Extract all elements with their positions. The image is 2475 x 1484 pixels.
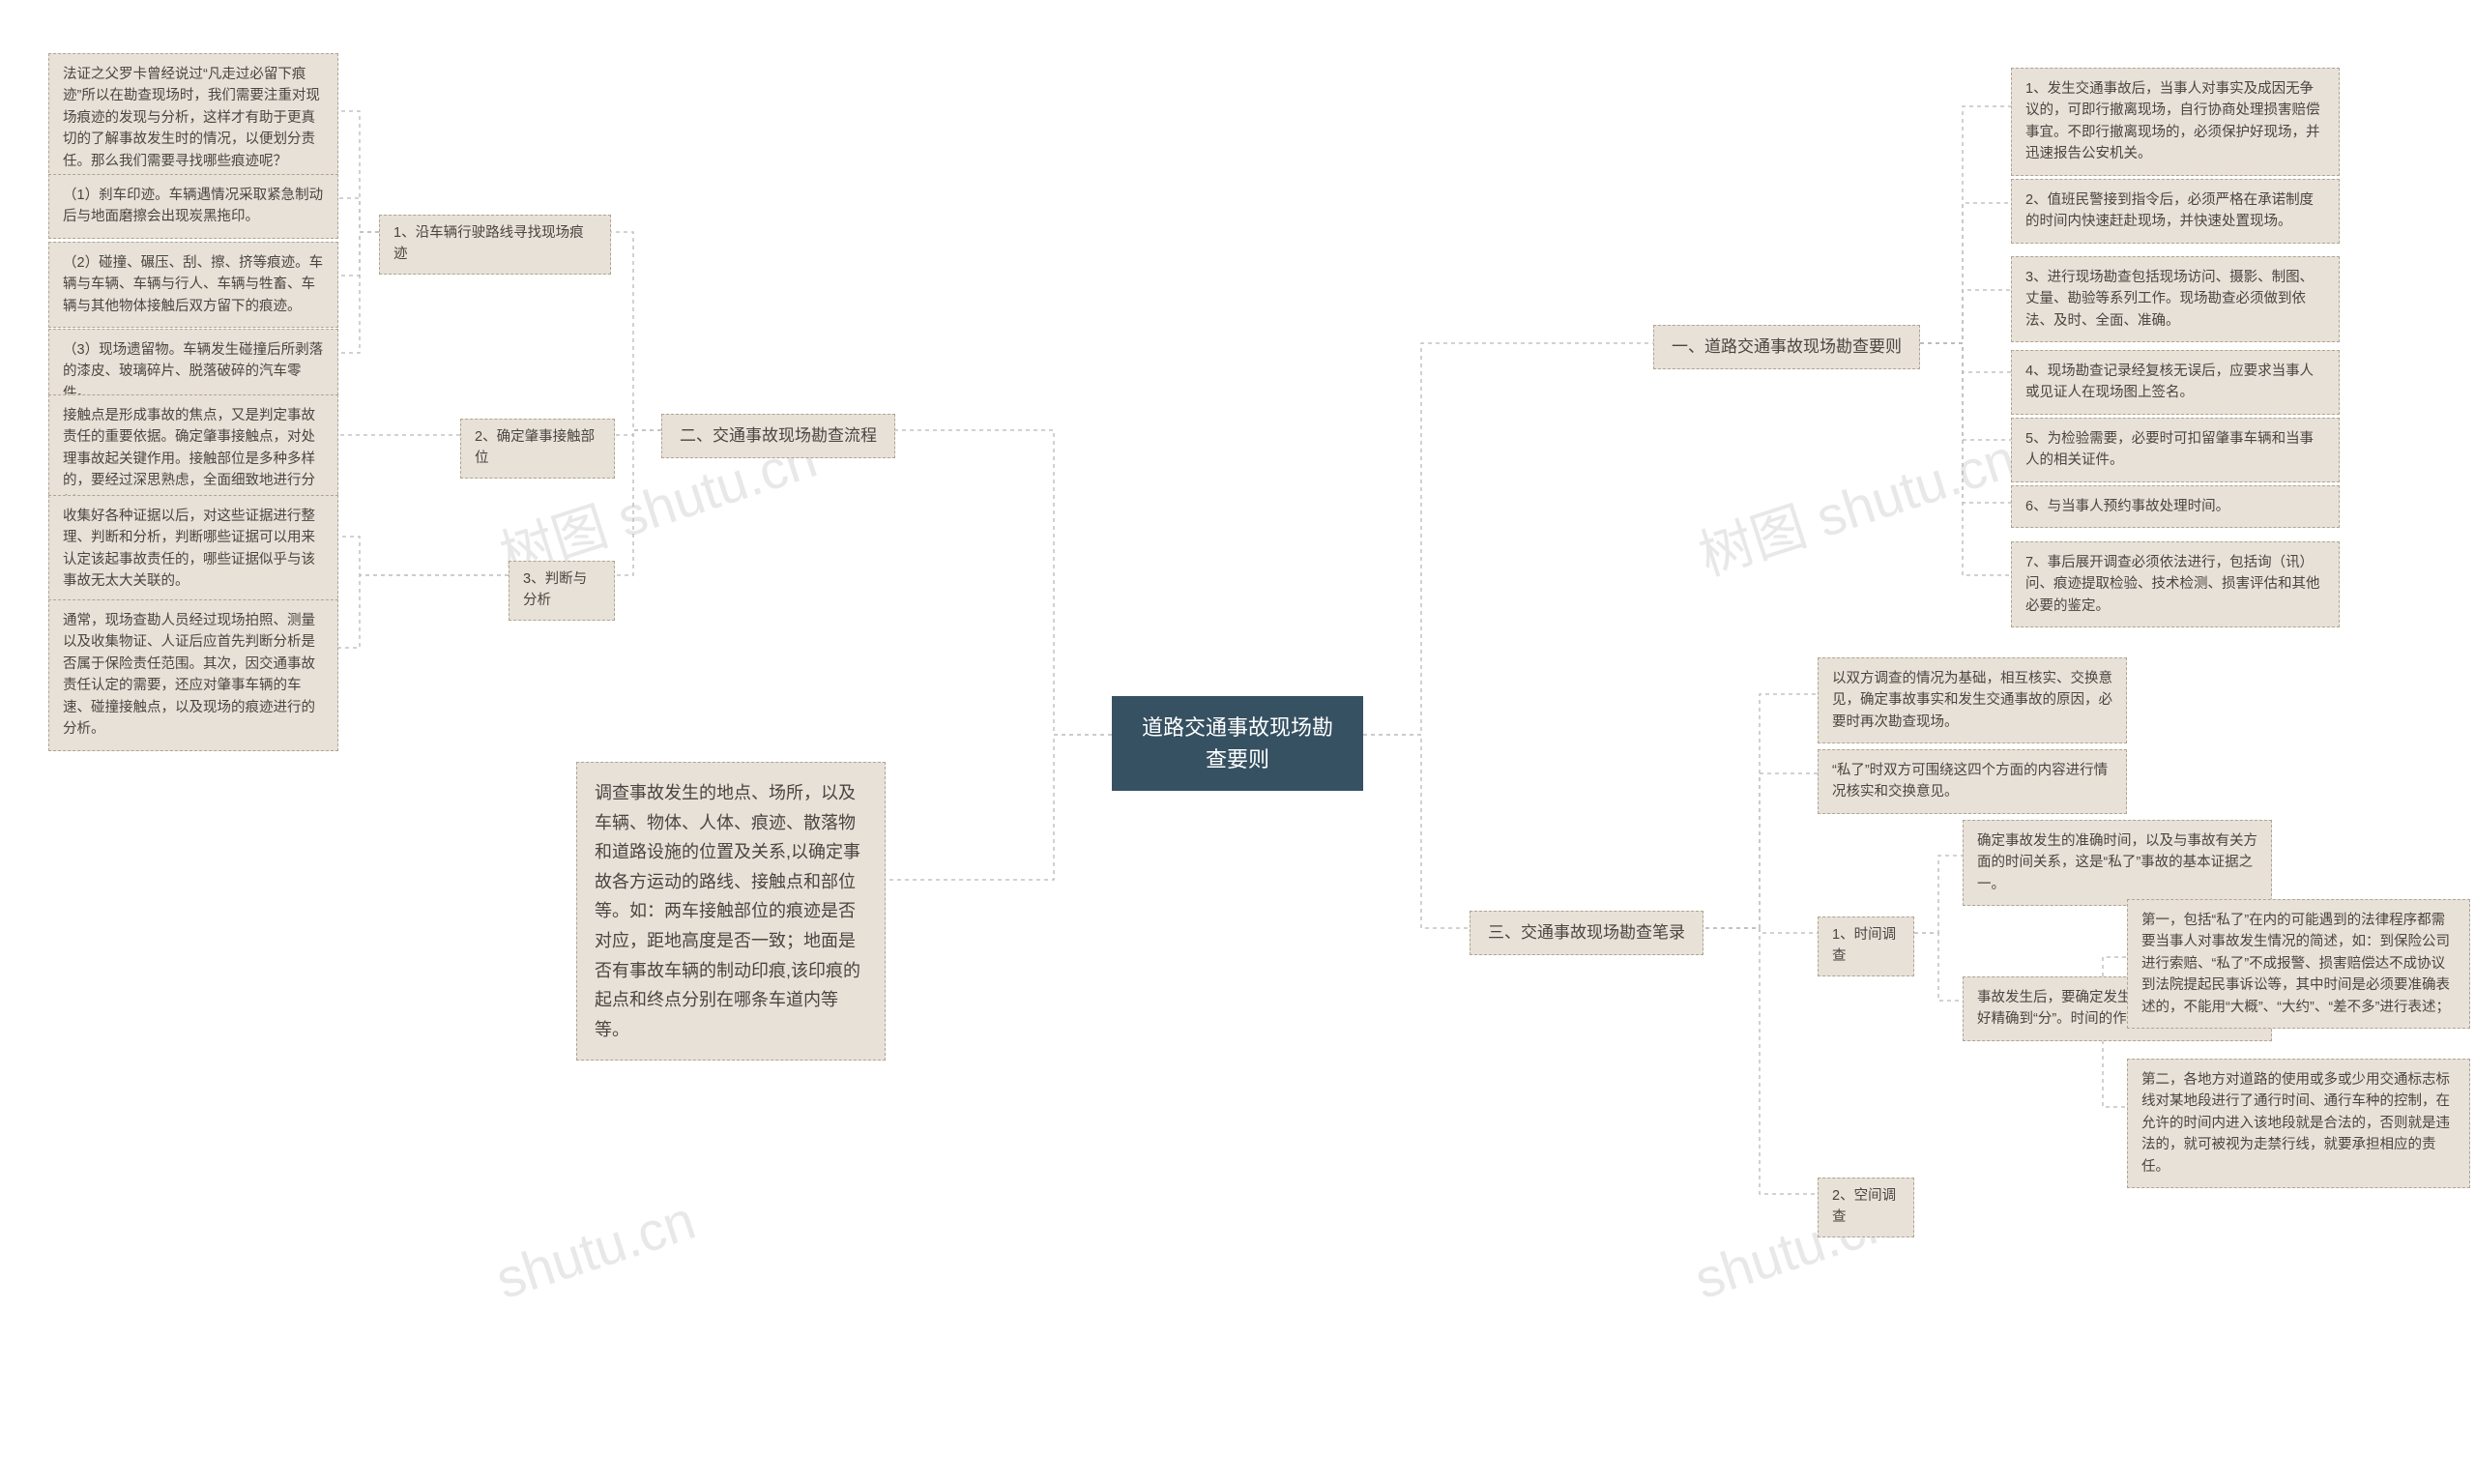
branch-2-label: 二、交通事故现场勘查流程 xyxy=(680,426,877,445)
branch-2: 二、交通事故现场勘查流程 xyxy=(661,414,895,458)
b1-leaf-1: 2、值班民警接到指令后，必须严格在承诺制度的时间内快速赶赴现场，并快速处置现场。 xyxy=(2011,179,2340,244)
b3-top-1: “私了”时双方可围绕这四个方面的内容进行情况核实和交换意见。 xyxy=(1818,749,2127,814)
root-label: 道路交通事故现场勘查要则 xyxy=(1142,715,1333,771)
b1-leaf-6: 7、事后展开调查必须依法进行，包括询（讯）问、痕迹提取检验、技术检测、损害评估和… xyxy=(2011,541,2340,627)
watermark: 树图 shutu.cn xyxy=(1688,416,2024,592)
b2-3-leaf-1: 通常，现场查勘人员经过现场拍照、测量以及收集物证、人证后应首先判断分析是否属于保… xyxy=(48,599,338,751)
b2-1: 1、沿车辆行驶路线寻找现场痕迹 xyxy=(379,215,611,275)
b2-big-leaf: 调查事故发生的地点、场所，以及车辆、物体、人体、痕迹、散落物和道路设施的位置及关… xyxy=(576,762,886,1061)
b2-3: 3、判断与分析 xyxy=(509,561,615,621)
b2-1-leaf-2: （2）碰撞、碾压、刮、擦、挤等痕迹。车辆与车辆、车辆与行人、车辆与牲畜、车辆与其… xyxy=(48,242,338,328)
b3-t1-a: 确定事故发生的准确时间，以及与事故有关方面的时间关系，这是“私了”事故的基本证据… xyxy=(1963,820,2272,906)
branch-3: 三、交通事故现场勘查笔录 xyxy=(1470,911,1703,955)
b3-t1-b-0: 第一，包括“私了”在内的可能遇到的法律程序都需要当事人对事故发生情况的简述，如：… xyxy=(2127,899,2470,1029)
b2-1-leaf-1: （1）刹车印迹。车辆遇情况采取紧急制动后与地面磨擦会出现炭黑拖印。 xyxy=(48,174,338,239)
b3-t1-b-1: 第二，各地方对道路的使用或多或少用交通标志标线对某地段进行了通行时间、通行车种的… xyxy=(2127,1059,2470,1188)
b2-2: 2、确定肇事接触部位 xyxy=(460,419,615,479)
b1-leaf-0: 1、发生交通事故后，当事人对事实及成因无争议的，可即行撤离现场，自行协商处理损害… xyxy=(2011,68,2340,176)
b3-top-0: 以双方调查的情况为基础，相互核实、交换意见，确定事故事实和发生交通事故的原因，必… xyxy=(1818,657,2127,743)
b1-leaf-2: 3、进行现场勘查包括现场访问、摄影、制图、丈量、勘验等系列工作。现场勘查必须做到… xyxy=(2011,256,2340,342)
b1-leaf-3: 4、现场勘查记录经复核无误后，应要求当事人或见证人在现场图上签名。 xyxy=(2011,350,2340,415)
watermark: shutu.cn xyxy=(488,1188,702,1311)
branch-3-label: 三、交通事故现场勘查笔录 xyxy=(1488,923,1685,942)
b1-leaf-4: 5、为检验需要，必要时可扣留肇事车辆和当事人的相关证件。 xyxy=(2011,418,2340,482)
b1-leaf-5: 6、与当事人预约事故处理时间。 xyxy=(2011,485,2340,528)
branch-1-label: 一、道路交通事故现场勘查要则 xyxy=(1672,337,1902,356)
b2-3-leaf-0: 收集好各种证据以后，对这些证据进行整理、判断和分析，判断哪些证据可以用来认定该起… xyxy=(48,495,338,603)
b3-t1: 1、时间调查 xyxy=(1818,917,1914,976)
b3-t2: 2、空间调查 xyxy=(1818,1178,1914,1237)
root-node: 道路交通事故现场勘查要则 xyxy=(1112,696,1363,791)
b2-1-leaf-0: 法证之父罗卡曾经说过“凡走过必留下痕迹”所以在勘查现场时，我们需要注重对现场痕迹… xyxy=(48,53,338,183)
branch-1: 一、道路交通事故现场勘查要则 xyxy=(1653,325,1920,369)
